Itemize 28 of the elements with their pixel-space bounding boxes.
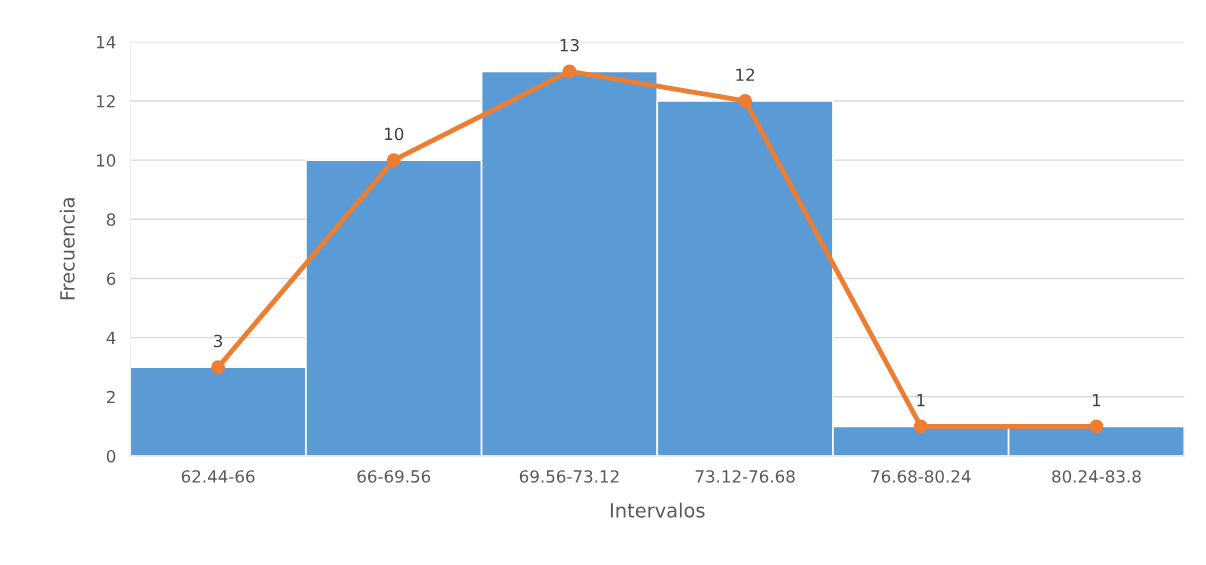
- x-tick-label: 80.24-83.8: [1052, 470, 1141, 483]
- y-tick-label: 0: [106, 449, 116, 463]
- y-tick-label: 10: [96, 154, 116, 167]
- point: [211, 360, 226, 375]
- point: [562, 64, 577, 79]
- point: [738, 94, 753, 108]
- y-tick-label: 4: [106, 331, 116, 344]
- data-label: 12: [736, 68, 755, 81]
- x-tick-label: 66-69.56: [357, 470, 431, 483]
- data-label: 1: [917, 394, 925, 407]
- data-label: 3: [214, 334, 223, 348]
- data-label: 13: [560, 38, 579, 52]
- y-tick-label: 14: [96, 35, 116, 49]
- x-tick-label: 76.68-80.24: [871, 470, 971, 483]
- data-label: 1: [1092, 394, 1101, 407]
- x-tick-label: 62.44-66: [181, 470, 255, 483]
- x-axis-title: Intervalos: [610, 502, 705, 518]
- x-tick-label: 73.12-76.68: [695, 470, 795, 483]
- point: [913, 419, 928, 434]
- y-tick-label: 8: [106, 213, 116, 226]
- y-tick-label: 6: [106, 272, 116, 286]
- y-tick-label: 12: [96, 94, 115, 108]
- point: [1089, 419, 1104, 434]
- x-tick-label: 69.56-73.12: [519, 470, 619, 483]
- point: [386, 153, 401, 168]
- y-tick-label: 2: [106, 390, 115, 404]
- data-label: 10: [384, 127, 404, 141]
- y-axis-title: Frecuencia: [59, 198, 75, 300]
